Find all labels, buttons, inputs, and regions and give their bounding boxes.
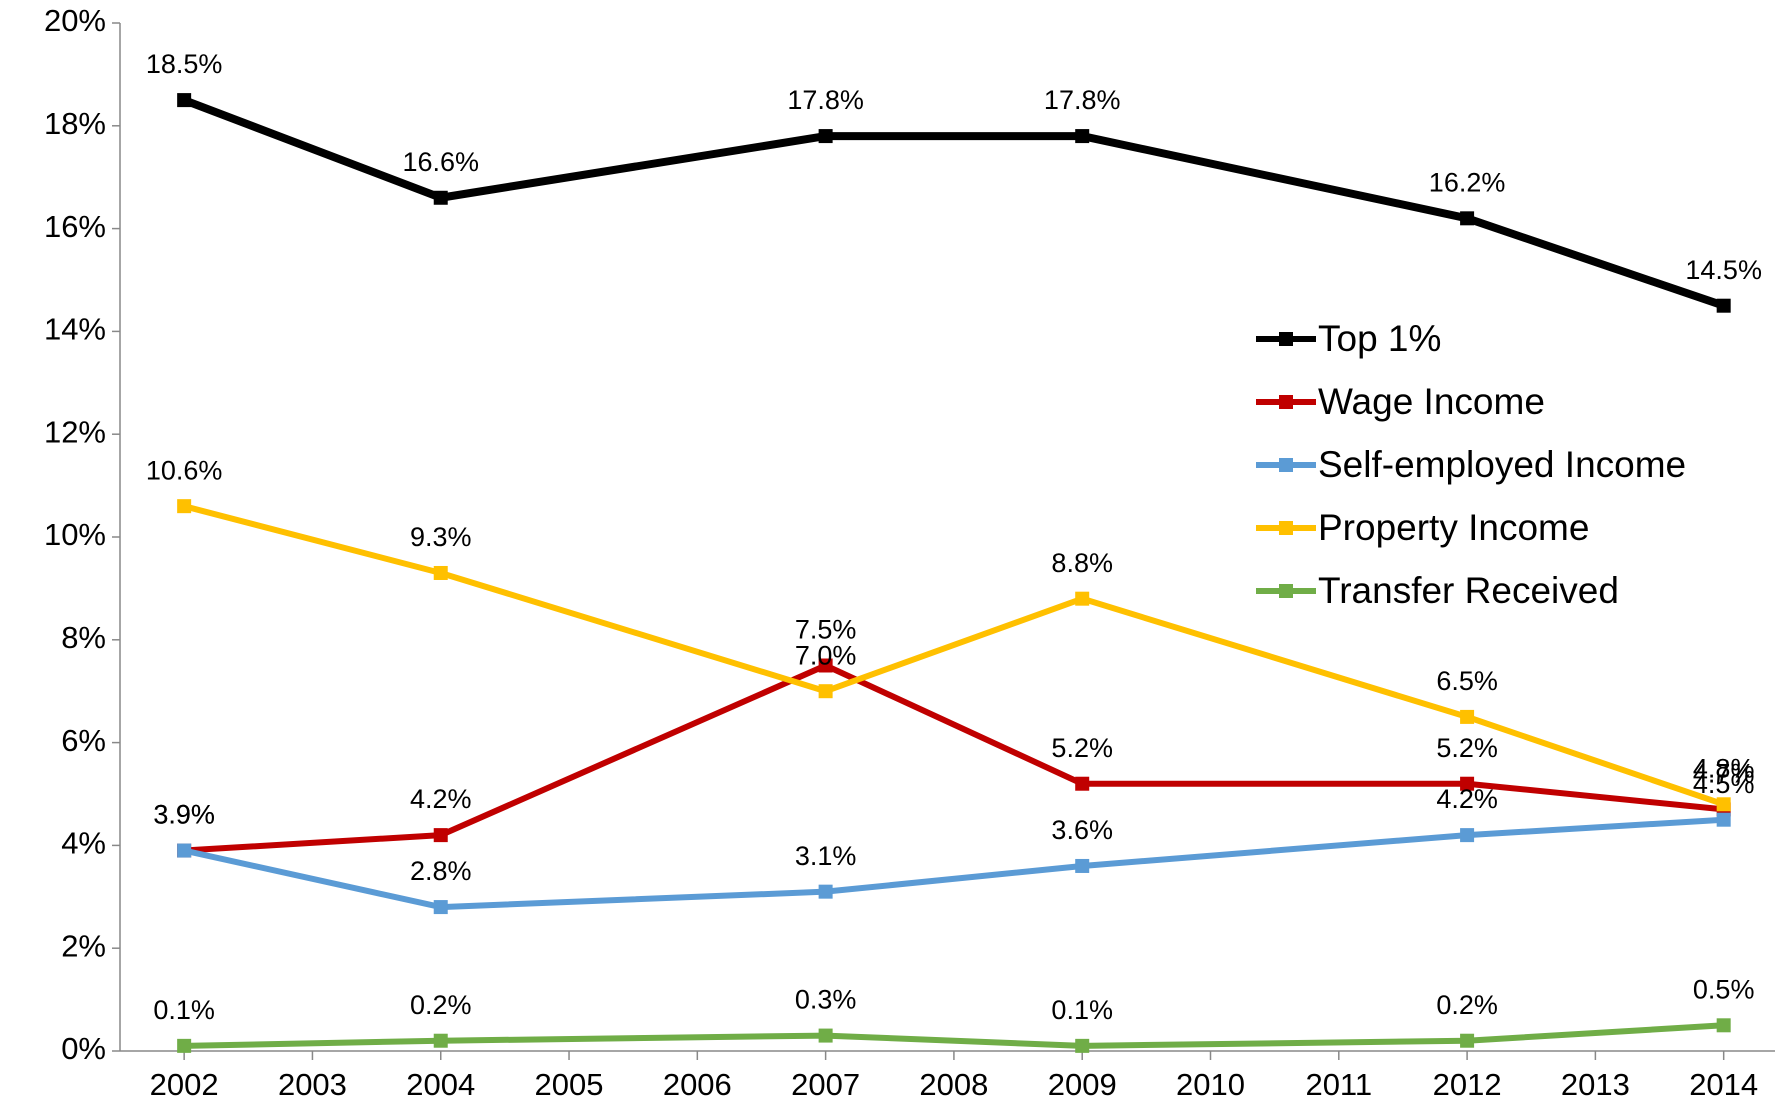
y-tick-label: 2% (61, 928, 106, 963)
point-marker (1075, 129, 1090, 144)
point-marker (1075, 1038, 1090, 1053)
data-label: 0.5% (1693, 974, 1755, 1004)
data-label: 7.0% (795, 640, 857, 670)
point-marker (1716, 1018, 1731, 1033)
point-marker (818, 684, 833, 699)
data-label: 3.1% (795, 841, 857, 871)
data-label: 0.1% (153, 995, 215, 1025)
point-marker (818, 884, 833, 899)
x-tick-label: 2002 (150, 1067, 219, 1102)
point-marker (1460, 828, 1475, 843)
data-label: 4.2% (1436, 784, 1498, 814)
point-marker (433, 565, 448, 580)
point-marker (818, 129, 833, 144)
legend-marker (1279, 332, 1293, 346)
x-tick-label: 2004 (406, 1067, 475, 1102)
point-marker (433, 190, 448, 205)
series-line (182, 96, 1725, 310)
point-marker (177, 93, 192, 108)
data-label: 0.1% (1051, 995, 1113, 1025)
x-tick-label: 2014 (1689, 1067, 1758, 1102)
legend-label: Property Income (1318, 507, 1589, 548)
point-marker (1716, 797, 1731, 812)
data-label: 5.2% (1436, 733, 1498, 763)
x-tick-label: 2012 (1433, 1067, 1502, 1102)
y-tick-label: 18% (44, 106, 106, 141)
point-marker (1716, 298, 1731, 313)
legend-marker (1279, 395, 1293, 409)
y-tick-label: 0% (61, 1031, 106, 1066)
data-label: 3.9% (153, 800, 215, 830)
y-tick-label: 8% (61, 620, 106, 655)
data-label: 4.7% (1693, 759, 1755, 789)
series-line (183, 816, 1724, 911)
data-label: 3.9% (153, 800, 215, 830)
point-marker (1075, 776, 1090, 791)
legend-marker (1279, 584, 1293, 598)
x-tick-label: 2009 (1048, 1067, 1117, 1102)
point-marker (818, 1028, 833, 1043)
x-tick-label: 2005 (535, 1067, 604, 1102)
data-label: 4.8% (1693, 753, 1755, 783)
legend-marker (1279, 458, 1293, 472)
series-line (184, 1022, 1724, 1049)
y-tick-label: 14% (44, 312, 106, 347)
legend-label: Transfer Received (1318, 570, 1619, 611)
y-tick-label: 10% (44, 517, 106, 552)
data-label: 4.2% (410, 784, 472, 814)
point-marker (1716, 812, 1731, 827)
data-label: 9.3% (410, 522, 472, 552)
point-marker (177, 1038, 192, 1053)
data-label: 17.8% (787, 85, 864, 115)
data-label: 16.2% (1429, 167, 1506, 197)
point-marker (177, 843, 192, 858)
y-tick-label: 4% (61, 826, 106, 861)
legend-label: Self-employed Income (1318, 444, 1686, 485)
legend-marker (1279, 521, 1293, 535)
y-tick-label: 12% (44, 414, 106, 449)
point-marker (1075, 591, 1090, 606)
point-marker (433, 900, 448, 915)
y-tick-label: 20% (44, 3, 106, 38)
x-tick-label: 2010 (1176, 1067, 1245, 1102)
data-label: 2.8% (410, 856, 472, 886)
legend-label: Top 1% (1318, 318, 1441, 359)
x-tick-label: 2013 (1561, 1067, 1630, 1102)
data-label: 0.2% (1436, 990, 1498, 1020)
x-tick-label: 2003 (278, 1067, 347, 1102)
x-tick-label: 2007 (791, 1067, 860, 1102)
point-marker (1460, 211, 1475, 226)
data-label: 0.3% (795, 985, 857, 1015)
series-line (183, 503, 1725, 808)
data-label: 14.5% (1685, 255, 1762, 285)
x-tick-label: 2006 (663, 1067, 732, 1102)
series-line (183, 662, 1724, 854)
point-marker (818, 658, 833, 673)
legend-label: Wage Income (1318, 381, 1545, 422)
point-marker (177, 499, 192, 514)
y-tick-label: 6% (61, 723, 106, 758)
data-label: 7.5% (795, 615, 857, 645)
data-label: 6.5% (1436, 666, 1498, 696)
x-tick-label: 2011 (1305, 1067, 1372, 1102)
data-label: 5.2% (1051, 733, 1113, 763)
y-tick-label: 16% (44, 209, 106, 244)
point-marker (1460, 709, 1475, 724)
data-label: 18.5% (146, 49, 223, 79)
point-marker (1460, 1033, 1475, 1048)
data-label: 17.8% (1044, 85, 1121, 115)
point-marker (433, 1033, 448, 1048)
data-label: 4.5% (1693, 769, 1755, 799)
point-marker (1460, 776, 1475, 791)
data-label: 16.6% (402, 147, 479, 177)
x-tick-label: 2008 (919, 1067, 988, 1102)
data-label: 0.2% (410, 990, 472, 1020)
point-marker (433, 828, 448, 843)
data-label: 8.8% (1051, 548, 1113, 578)
point-marker (1075, 858, 1090, 873)
data-label: 10.6% (146, 455, 223, 485)
data-label: 3.6% (1051, 815, 1113, 845)
